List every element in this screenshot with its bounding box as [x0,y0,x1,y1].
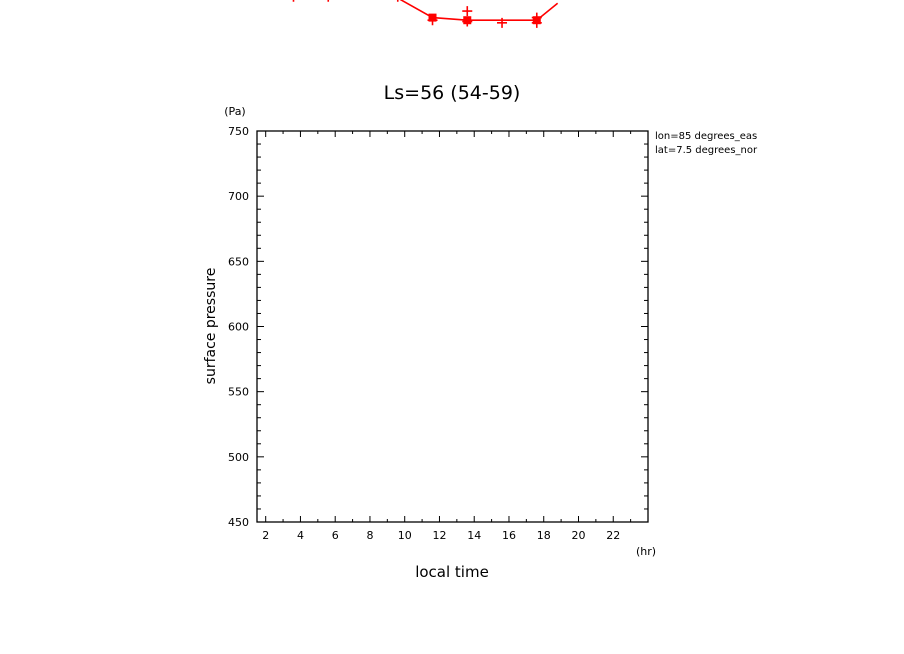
plot-frame [256,130,649,523]
axis-ticks: 2 4 6 8 10 12 14 16 18 20 22 450 500 550 600 650 700 750 [228,125,648,542]
x-tick-label: 2 [262,529,269,542]
fragment-plus-marker [531,17,542,28]
y-axis-label: surface pressure [203,268,219,385]
x-axis-label: local time [415,563,489,581]
y-tick-label: 750 [228,125,249,138]
y-tick-label: 700 [228,190,249,203]
x-tick-label: 18 [537,529,551,542]
x-tick-label: 20 [571,529,585,542]
x-tick-label: 22 [606,529,620,542]
x-tick-label: 8 [366,529,373,542]
fragment-plus-marker [292,0,295,2]
fragment-plus-marker [427,15,438,26]
x-tick-label: 12 [432,529,446,542]
y-tick-label: 600 [228,321,249,334]
fragment-plus-marker [396,0,399,2]
y-tick-label: 650 [228,255,249,268]
fragment-plus-marker [462,6,473,17]
fragment-plus-marker [327,0,330,2]
x-tick-label: 6 [332,529,339,542]
previous-panel-fragment [292,0,559,28]
annotation-lat: lat=7.5 degrees_nor [655,145,758,156]
x-tick-label: 10 [398,529,412,542]
x-tick-label: 4 [297,529,304,542]
fragment-plus-marker [497,17,508,28]
y-axis-unit: (Pa) [224,105,245,118]
y-tick-label: 550 [228,386,249,399]
x-tick-label: 16 [502,529,516,542]
y-tick-label: 450 [228,516,249,529]
x-tick-label: 14 [467,529,481,542]
fragment-plus-marker [462,16,473,27]
chart-title: Ls=56 (54-59) [384,82,521,104]
annotation-lon: lon=85 degrees_eas [655,131,757,142]
y-tick-label: 500 [228,451,249,464]
x-axis-unit: (hr) [636,545,656,558]
